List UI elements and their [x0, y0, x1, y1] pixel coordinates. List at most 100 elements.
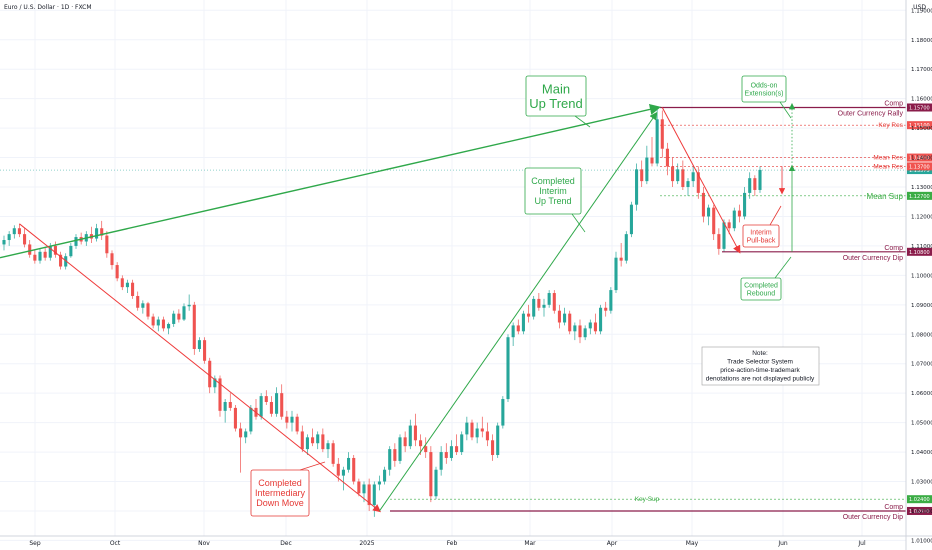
candle-body: [537, 298, 541, 308]
level-label: Comp: [884, 100, 903, 107]
candle-body: [413, 425, 417, 441]
candle-body: [23, 234, 27, 245]
x-tick-label: Mar: [524, 540, 536, 547]
level-label: Comp: [884, 245, 903, 252]
y-tick-label: 1.13000: [911, 185, 932, 191]
symbol-title: Euro / U.S. Dollar · 1D · FXCM: [4, 4, 92, 11]
candle-body: [665, 148, 669, 167]
x-tick-label: Nov: [198, 540, 210, 547]
candle-body: [583, 328, 587, 338]
candle-body: [676, 169, 680, 182]
candle-body: [588, 322, 592, 329]
candle-body: [372, 484, 376, 506]
candle-body: [264, 396, 268, 402]
y-tick-label: 1.07000: [911, 362, 932, 368]
candle-body: [701, 192, 705, 217]
x-tick-label: Jul: [857, 540, 866, 547]
y-tick-label: 1.01000: [911, 538, 932, 544]
candle-body: [655, 119, 659, 164]
candle-body: [213, 378, 217, 388]
level-tag: [907, 162, 932, 171]
candle-body: [244, 431, 248, 438]
candle-body: [485, 431, 489, 441]
level-tag-value: 1.02000: [909, 509, 930, 515]
level-tag: [907, 121, 932, 130]
candle-body: [362, 484, 366, 494]
candle-body: [573, 325, 577, 332]
candle-body: [557, 310, 561, 323]
candle-body: [758, 169, 762, 190]
level-tag-value: 1.15100: [909, 123, 930, 129]
extension-callout-text: Extension(s): [745, 90, 784, 97]
candle-body: [691, 172, 695, 182]
x-tick-label: Jun: [777, 540, 788, 547]
interim-up-trend-callout-box: [524, 167, 582, 215]
interim-up-trend-callout-pointer: [571, 213, 586, 233]
level-label: Mean Sup: [867, 192, 904, 201]
candle-body: [316, 434, 320, 444]
x-tick-label: May: [686, 540, 699, 547]
x-tick-label: Feb: [447, 540, 458, 547]
candle-body: [542, 304, 546, 308]
candle-body: [568, 313, 572, 332]
candle-body: [547, 293, 551, 305]
candle-body: [53, 245, 57, 255]
y-tick-label: 1.02000: [911, 509, 932, 515]
level-label: Comp: [884, 504, 903, 511]
candle-body: [660, 119, 664, 149]
candle-body: [635, 169, 639, 205]
candle-body: [712, 207, 716, 235]
candle-body: [532, 298, 536, 317]
y-tick-label: 1.17000: [911, 67, 932, 73]
candle-body: [640, 169, 644, 182]
level-label: Outer Currency Dip: [843, 514, 903, 521]
candle-body: [470, 422, 474, 438]
candle-body: [619, 257, 623, 261]
candle-body: [110, 253, 114, 266]
candle-body: [131, 282, 135, 296]
candle-body: [120, 278, 124, 288]
level-label: Key Sup: [635, 496, 660, 503]
candle-body: [203, 340, 207, 361]
candle-body: [295, 416, 299, 432]
candle-body: [197, 340, 201, 349]
candle-body: [141, 303, 145, 308]
candle-body: [326, 443, 330, 450]
x-tick-label: Apr: [607, 540, 618, 547]
down-move-line: [19, 223, 381, 513]
candle-body: [249, 407, 253, 432]
extension-callout-box: [741, 75, 787, 103]
y-tick-label: 1.18000: [911, 38, 932, 44]
candle-body: [136, 295, 140, 308]
candle-body: [331, 443, 335, 464]
candle-body: [748, 178, 752, 193]
candle-body: [449, 446, 453, 458]
level-tag: [907, 103, 932, 112]
candle-body: [59, 254, 63, 267]
candle-body: [95, 228, 99, 239]
note-text: Note:: [752, 350, 768, 357]
y-tick-label: 1.03000: [911, 480, 932, 486]
note-box-frame: [701, 346, 820, 386]
candle-body: [501, 399, 505, 426]
main-up-trend-callout-box: [525, 75, 587, 117]
interim-up-trend-callout-text: Interim: [539, 186, 567, 196]
candle-body: [388, 449, 392, 470]
time-axis[interactable]: Sep Oct Nov Dec 2025 Feb Mar Apr May Jun Jul: [0, 535, 932, 547]
level-tag-value: 1.10800: [909, 250, 930, 256]
level-tag: [907, 191, 932, 200]
y-tick-label: 1.16000: [911, 97, 932, 103]
candle-body: [336, 463, 340, 476]
candle-body: [671, 166, 675, 182]
candle-body: [434, 469, 438, 497]
price-axis[interactable]: 1.19000 1.18000 1.17000 1.16000 1.15000 1.140…: [905, 0, 932, 550]
candle-body: [722, 222, 726, 249]
candle-body: [686, 181, 690, 188]
candle-body: [172, 313, 176, 324]
candle-body: [383, 469, 387, 482]
y-tick-label: 1.04000: [911, 450, 932, 456]
x-tick-label: 2025: [359, 540, 374, 547]
candle-body: [182, 306, 186, 320]
